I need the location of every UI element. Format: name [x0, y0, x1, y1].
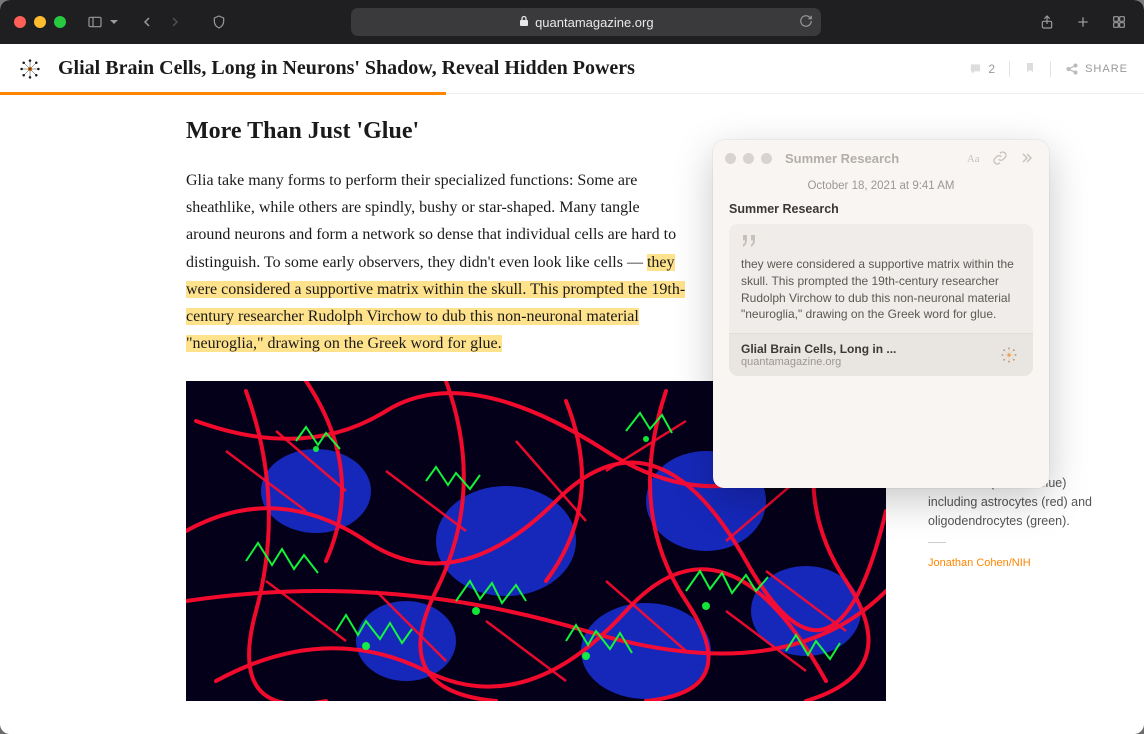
caption-text: including astrocytes (red) and oligodend…: [928, 493, 1108, 531]
article-paragraph: Glia take many forms to perform their sp…: [186, 167, 686, 357]
share-icon[interactable]: [1036, 11, 1058, 33]
quote-icon: [741, 234, 1021, 252]
text-format-icon[interactable]: Aa: [963, 150, 983, 166]
maximize-window-button[interactable]: [54, 16, 66, 28]
reload-button[interactable]: [799, 14, 813, 31]
section-heading: More Than Just 'Glue': [186, 118, 686, 145]
notes-window-title: Summer Research: [785, 151, 956, 166]
page-title: Glial Brain Cells, Long in Neurons' Shad…: [58, 57, 635, 80]
back-button[interactable]: [136, 11, 158, 33]
bookmark-button[interactable]: [1024, 60, 1036, 78]
svg-text:Aa: Aa: [967, 154, 980, 165]
divider: [1009, 61, 1010, 77]
traffic-lights: [14, 16, 66, 28]
notes-body: October 18, 2021 at 9:41 AM Summer Resea…: [713, 176, 1049, 392]
comment-count: 2: [988, 62, 995, 76]
site-share-button[interactable]: SHARE: [1065, 62, 1128, 76]
notes-minimize-button[interactable]: [743, 153, 754, 164]
expand-icon[interactable]: [1017, 150, 1037, 166]
quote-source-title: Glial Brain Cells, Long in ...: [741, 342, 987, 356]
quote-source-logo: [997, 343, 1021, 367]
caption-divider: [928, 542, 946, 543]
quote-source[interactable]: Glial Brain Cells, Long in ... quantamag…: [729, 333, 1033, 376]
quote-card[interactable]: they were considered a supportive matrix…: [729, 224, 1033, 376]
tabs-overview-button[interactable]: [1108, 11, 1130, 33]
figure-caption: of neurons (colored blue) including astr…: [928, 474, 1108, 572]
note-date: October 18, 2021 at 9:41 AM: [729, 180, 1033, 192]
paragraph-text: Glia take many forms to perform their sp…: [186, 172, 676, 271]
address-bar[interactable]: quantamagazine.org: [351, 8, 821, 36]
browser-titlebar: quantamagazine.org: [0, 0, 1144, 44]
sidebar-dropdown-icon[interactable]: [108, 11, 120, 33]
close-window-button[interactable]: [14, 16, 26, 28]
share-label: SHARE: [1085, 63, 1128, 75]
quick-note-window: Summer Research Aa October 18, 2021 at 9…: [713, 140, 1049, 488]
url-text: quantamagazine.org: [535, 15, 654, 30]
minimize-window-button[interactable]: [34, 16, 46, 28]
notes-close-button[interactable]: [725, 153, 736, 164]
caption-credit: Jonathan Cohen/NIH: [928, 555, 1108, 572]
quote-text: they were considered a supportive matrix…: [741, 256, 1021, 333]
link-icon[interactable]: [990, 150, 1010, 166]
forward-button[interactable]: [164, 11, 186, 33]
notes-titlebar: Summer Research Aa: [713, 140, 1049, 176]
privacy-shield-icon[interactable]: [208, 11, 230, 33]
site-logo[interactable]: [16, 55, 44, 83]
notes-zoom-button[interactable]: [761, 153, 772, 164]
new-tab-button[interactable]: [1072, 11, 1094, 33]
quote-source-domain: quantamagazine.org: [741, 356, 987, 368]
divider: [1050, 61, 1051, 77]
lock-icon: [519, 15, 529, 30]
sidebar-toggle-icon[interactable]: [84, 11, 106, 33]
note-heading: Summer Research: [729, 202, 1033, 216]
site-header: Glial Brain Cells, Long in Neurons' Shad…: [0, 44, 1144, 94]
comments-button[interactable]: 2: [968, 62, 995, 76]
